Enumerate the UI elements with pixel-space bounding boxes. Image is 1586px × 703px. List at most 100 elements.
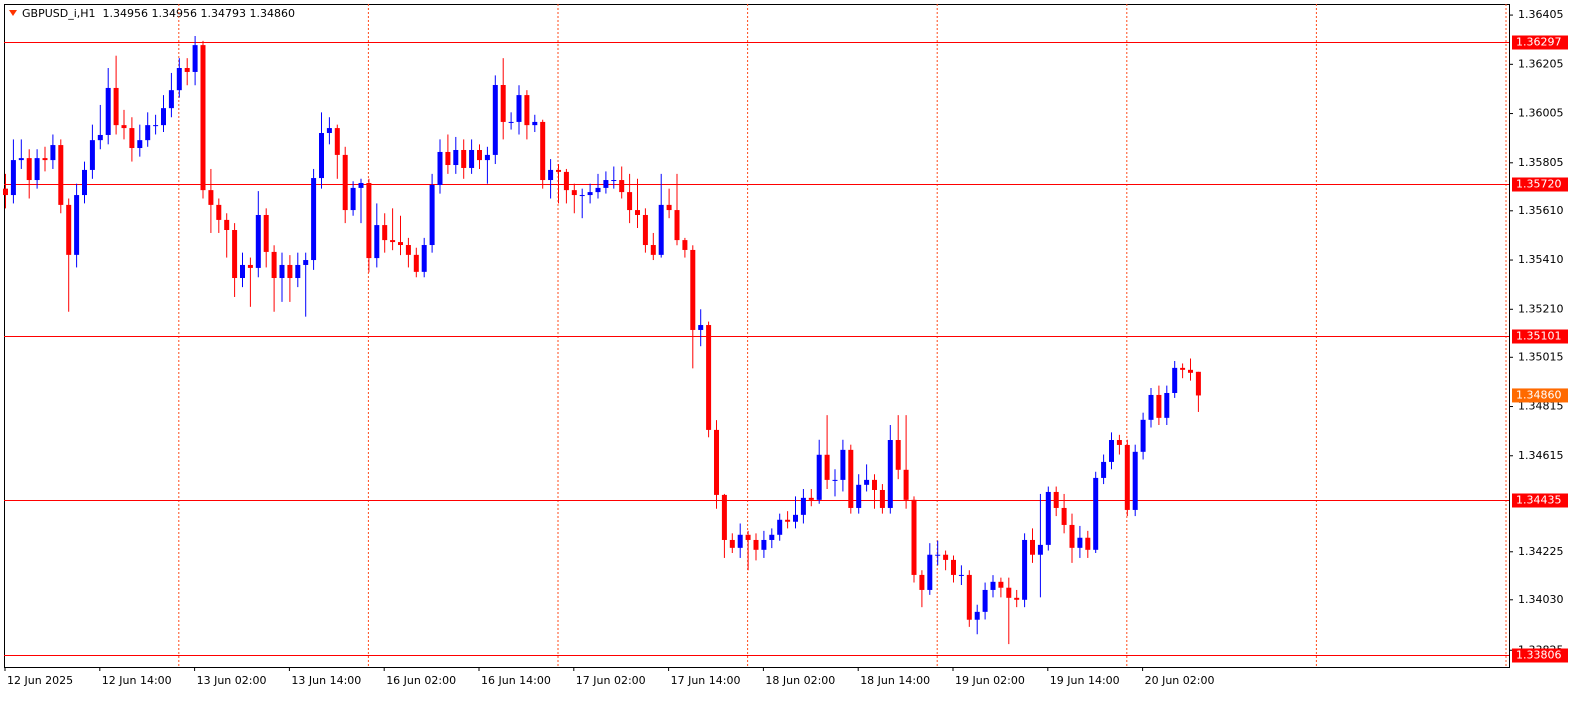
level-label: 1.36297: [1516, 36, 1562, 49]
candle-body: [982, 589, 988, 612]
candle-body: [50, 145, 56, 161]
y-tick-label: 1.36205: [1518, 57, 1564, 70]
candle-body: [800, 497, 806, 515]
candle-body: [342, 154, 348, 211]
candle-body: [1195, 371, 1201, 396]
candle-body: [824, 454, 830, 480]
candle-body: [350, 187, 356, 211]
candle-body: [816, 454, 822, 500]
candle-body: [287, 264, 293, 279]
chart-title: GBPUSD_i,H1 1.34956 1.34956 1.34793 1.34…: [22, 7, 295, 20]
candle-body: [240, 264, 245, 279]
candle-body: [279, 264, 285, 279]
candle-body: [1180, 367, 1186, 370]
candle-body: [184, 68, 190, 72]
candle-body: [698, 325, 704, 330]
candle-body: [642, 214, 648, 246]
candle-body: [303, 260, 309, 265]
candle-body: [579, 195, 585, 197]
candle-body: [714, 429, 719, 495]
candle-body: [1188, 369, 1193, 373]
candle-body: [192, 45, 198, 72]
candle-body: [405, 245, 411, 255]
candle-body: [895, 440, 901, 470]
candle-body: [34, 158, 40, 181]
candle-body: [627, 192, 633, 211]
candle-body: [935, 554, 941, 556]
candle-body: [390, 240, 396, 243]
candle-body: [903, 469, 909, 500]
candle-body: [319, 133, 324, 179]
candle-body: [571, 190, 577, 196]
x-tick-label: 20 Jun 02:00: [1145, 674, 1215, 687]
candle-body: [1061, 507, 1067, 525]
candle-body: [808, 497, 814, 500]
candle-body: [556, 169, 561, 172]
candle-body: [89, 140, 95, 170]
candle-body: [682, 240, 688, 250]
candle-body: [421, 245, 427, 272]
candle-body: [311, 178, 317, 261]
candle-body: [958, 574, 964, 576]
y-tick-label: 1.34815: [1518, 400, 1564, 413]
candle-body: [990, 581, 996, 590]
candle-body: [516, 95, 522, 122]
candle-body: [974, 611, 980, 620]
candle-body: [532, 121, 538, 126]
candle-body: [137, 140, 143, 149]
candle-body: [1148, 394, 1154, 420]
candle-body: [105, 87, 111, 135]
candle-body: [168, 90, 174, 109]
candle-body: [966, 574, 972, 620]
candle-body: [864, 479, 870, 485]
candle-body: [129, 128, 135, 149]
candle-body: [484, 154, 490, 161]
candle-body: [398, 242, 403, 246]
candle-body: [872, 479, 877, 490]
candle-body: [729, 539, 735, 548]
x-tick-label: 17 Jun 14:00: [671, 674, 741, 687]
candle-body: [769, 534, 775, 540]
x-tick-label: 13 Jun 02:00: [197, 674, 267, 687]
candle-body: [10, 160, 16, 196]
candle-body: [42, 158, 48, 161]
candle-body: [224, 219, 230, 231]
candle-body: [1116, 440, 1122, 445]
candle-body: [548, 169, 554, 181]
candle-body: [232, 230, 238, 279]
candle-body: [216, 204, 222, 220]
candle-body: [1156, 394, 1162, 418]
x-tick-label: 18 Jun 02:00: [765, 674, 835, 687]
candle-body: [358, 182, 364, 188]
candle-body: [58, 145, 64, 205]
candle-body: [951, 559, 956, 575]
candle-body: [500, 84, 506, 122]
candle-body: [785, 519, 791, 522]
x-tick-label: 12 Jun 2025: [7, 674, 73, 687]
x-tick-label: 16 Jun 14:00: [481, 674, 551, 687]
candle-body: [113, 87, 119, 126]
candle-body: [295, 264, 301, 279]
y-tick-label: 1.35610: [1518, 204, 1564, 217]
candle-body: [927, 554, 933, 590]
candle-body: [848, 449, 854, 508]
candle-body: [429, 184, 435, 246]
candle-body: [1006, 587, 1012, 598]
candle-body: [334, 128, 340, 155]
candle-body: [753, 539, 759, 550]
x-tick-label: 13 Jun 14:00: [291, 674, 361, 687]
candle-body: [461, 149, 467, 168]
x-tick-label: 17 Jun 02:00: [576, 674, 646, 687]
candle-body: [3, 188, 8, 196]
level-label-box: [1512, 35, 1568, 50]
candle-body: [382, 225, 388, 241]
x-tick-label: 16 Jun 02:00: [386, 674, 456, 687]
candle-body: [998, 581, 1004, 588]
candle-body: [737, 534, 743, 548]
candle-body: [508, 121, 514, 123]
y-tick-label: 1.36405: [1518, 8, 1564, 21]
candle-body: [469, 149, 475, 168]
candle-body: [66, 204, 72, 255]
